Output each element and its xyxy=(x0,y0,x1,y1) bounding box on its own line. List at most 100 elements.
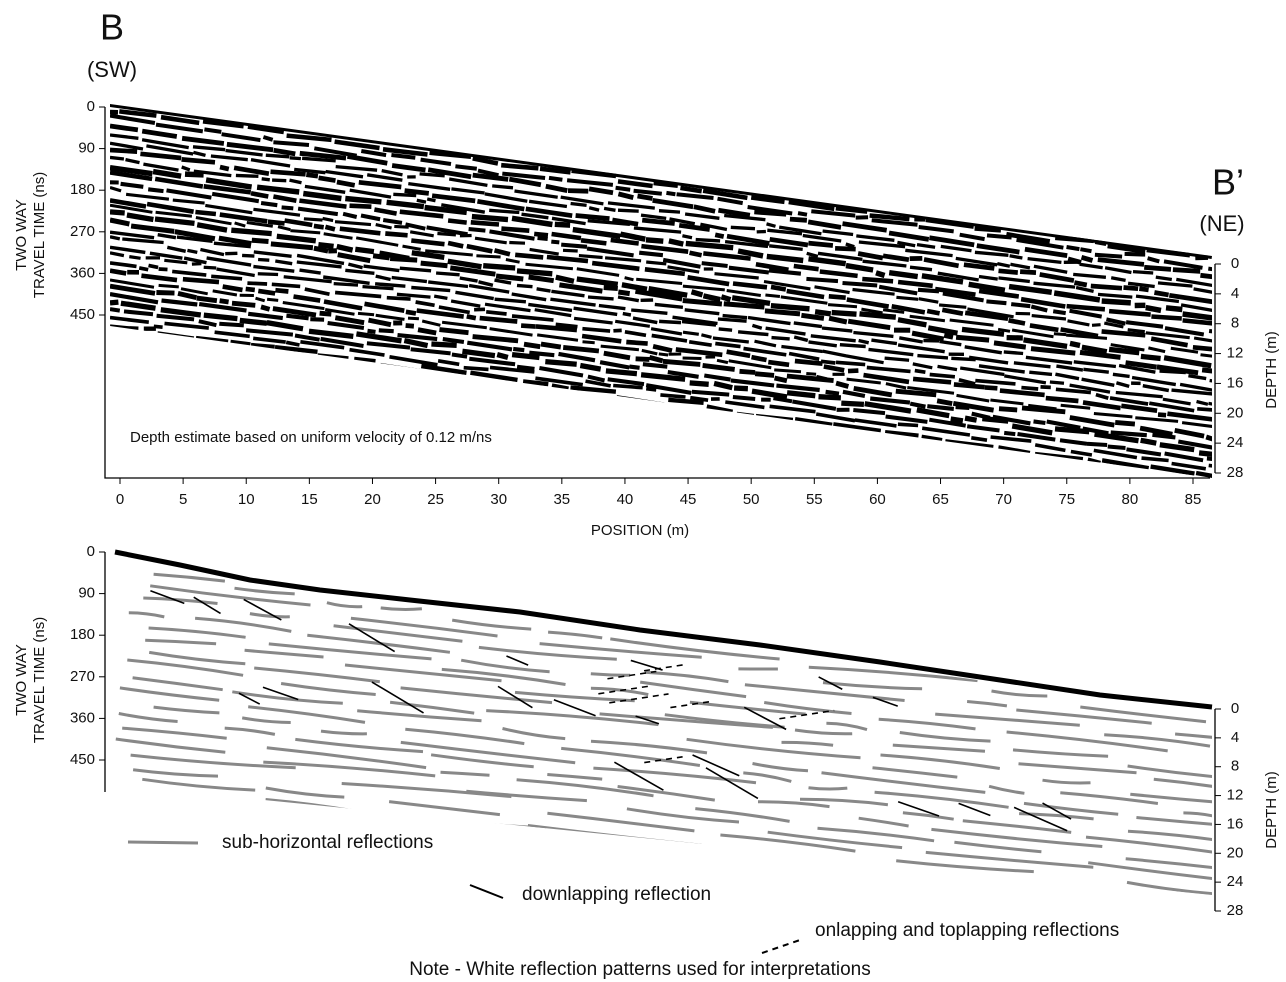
reflection xyxy=(132,676,223,692)
reflection xyxy=(130,753,296,770)
note: Depth estimate based on uniform velocity… xyxy=(130,429,492,446)
legend-label: downlapping reflection xyxy=(522,884,711,905)
reflection xyxy=(1125,857,1212,879)
y-tick-label: 0 xyxy=(87,543,95,560)
reflection xyxy=(110,133,1212,288)
reflection xyxy=(110,165,1212,323)
reflection xyxy=(110,315,1212,471)
depth-tick-label: 12 xyxy=(1227,787,1244,804)
x-tick-label: 10 xyxy=(238,491,255,508)
reflection xyxy=(388,800,501,817)
depth-tick-label: 28 xyxy=(1227,902,1244,919)
downlap xyxy=(553,698,596,717)
depth-axis-title: DEPTH (m) xyxy=(1263,331,1280,409)
legend-swatch xyxy=(469,884,504,899)
downlap xyxy=(371,681,424,714)
reflection xyxy=(516,778,654,798)
reflection xyxy=(1136,816,1212,829)
reflection xyxy=(935,712,1080,727)
reflection xyxy=(1114,909,1220,917)
reflection xyxy=(148,650,246,666)
reflection xyxy=(989,969,1109,982)
downlap xyxy=(262,686,299,701)
depth-tick-label: 8 xyxy=(1231,758,1239,775)
reflection xyxy=(110,113,1212,277)
reflection xyxy=(143,596,218,605)
y-axis-title: TWO WAY xyxy=(13,644,30,716)
reflection xyxy=(821,771,986,794)
reflection xyxy=(1016,708,1152,725)
reflection xyxy=(440,770,490,777)
reflection xyxy=(745,850,832,866)
reflection xyxy=(966,700,1008,708)
reflection xyxy=(241,716,291,724)
reflection xyxy=(110,155,1212,314)
reflection xyxy=(590,672,631,677)
reflection xyxy=(268,642,432,661)
x-tick-label: 55 xyxy=(806,491,823,508)
downlap xyxy=(506,655,529,666)
reflection xyxy=(263,760,436,778)
reflection xyxy=(794,728,853,736)
legend-label: onlapping and toplapping reflections xyxy=(815,920,1119,941)
reflection xyxy=(405,727,525,746)
reflection xyxy=(1087,861,1212,883)
reflection xyxy=(110,278,1212,430)
section-label: B xyxy=(100,7,124,48)
reflection xyxy=(689,700,806,716)
downlap xyxy=(497,685,533,709)
reflection xyxy=(110,487,1217,636)
x-tick-label: 65 xyxy=(932,491,949,508)
reflection xyxy=(720,833,856,853)
reflection xyxy=(931,827,1103,848)
reflection xyxy=(277,811,397,828)
reflection xyxy=(547,773,603,781)
reflection xyxy=(128,611,165,619)
reflection xyxy=(280,682,376,696)
y-tick-label: 0 xyxy=(87,98,95,115)
reflection xyxy=(695,807,790,823)
downlap xyxy=(243,598,282,621)
reflection xyxy=(110,123,1212,280)
reflection xyxy=(320,729,367,736)
downlap xyxy=(818,676,843,690)
reflection xyxy=(435,832,602,854)
surface-line xyxy=(114,549,1213,710)
onlap xyxy=(609,693,669,704)
direction-label: (NE) xyxy=(1199,211,1244,236)
x-tick-label: 40 xyxy=(617,491,634,508)
reflection xyxy=(757,800,830,809)
reflection xyxy=(502,727,566,741)
reflection xyxy=(326,601,363,609)
reflection xyxy=(441,667,566,686)
reflection xyxy=(974,953,1066,963)
reflection xyxy=(249,612,290,619)
axes xyxy=(104,107,1216,911)
x-tick-label: 25 xyxy=(427,491,444,508)
reflection xyxy=(110,198,1212,354)
reflection xyxy=(434,873,513,886)
x-tick-label: 80 xyxy=(1122,491,1139,508)
reflection xyxy=(478,645,617,661)
reflection xyxy=(1127,764,1212,781)
reflection xyxy=(110,230,1212,387)
reflection xyxy=(752,762,809,773)
reflection xyxy=(400,740,576,765)
reflection xyxy=(799,797,889,807)
downlap xyxy=(705,767,759,800)
y-tick-label: 360 xyxy=(70,709,95,726)
depth-tick-label: 8 xyxy=(1231,315,1239,332)
reflection xyxy=(147,804,292,825)
reflection xyxy=(265,786,345,799)
reflection xyxy=(1012,748,1109,758)
downlap xyxy=(692,754,740,777)
reflection xyxy=(1018,762,1137,775)
reflection xyxy=(639,680,747,699)
reflection xyxy=(307,633,451,654)
reflection xyxy=(1072,953,1184,963)
reflection xyxy=(148,626,246,639)
reflection xyxy=(767,830,903,850)
reflection xyxy=(892,743,986,753)
reflection xyxy=(266,746,427,770)
